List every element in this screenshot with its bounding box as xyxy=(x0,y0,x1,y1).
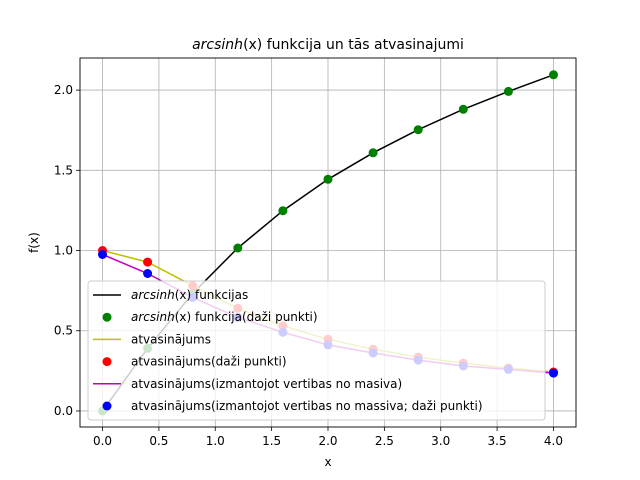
x-tick-label: 2.0 xyxy=(318,434,337,448)
legend-marker xyxy=(102,357,112,367)
data-point xyxy=(278,206,288,216)
ticks: 0.0 0.5 1.0 1.5 2.0 2.5 3.0 3.5 4.0 0.0 0.5 1.0 1.5 2… xyxy=(54,83,563,448)
y-tick-label: 1.5 xyxy=(54,163,73,177)
x-tick-label: 4.0 xyxy=(544,434,563,448)
legend-label-text: funkcija(daži punkti) xyxy=(191,310,317,324)
data-point xyxy=(413,125,423,135)
legend-marker xyxy=(102,312,112,322)
legend-item: arcsinh(x) funkcijas xyxy=(93,288,248,302)
data-point xyxy=(98,250,107,259)
legend-label-text: atvasinājums(daži punkti) xyxy=(131,355,287,369)
legend-label-text: atvasinājums xyxy=(131,332,211,346)
data-point xyxy=(233,243,243,253)
data-point xyxy=(503,86,513,96)
legend-label-text: atvasinājums(izmantojot vertibas no masi… xyxy=(131,377,402,391)
legend-item: atvasinājums(daži punkti) xyxy=(102,355,287,369)
legend-label-text: atvasinājums(izmantojot vertibas no mass… xyxy=(131,399,483,413)
x-tick-label: 3.0 xyxy=(431,434,450,448)
data-point xyxy=(549,368,558,378)
legend-marker xyxy=(102,401,112,411)
data-point xyxy=(143,257,153,267)
legend-label: atvasinājums(izmantojot vertibas no mass… xyxy=(131,399,483,413)
legend-label: atvasinājums xyxy=(131,332,211,346)
legend-label: atvasinājums(daži punkti) xyxy=(131,355,287,369)
y-tick-label: 0.5 xyxy=(54,324,73,338)
legend-box xyxy=(87,280,546,421)
y-axis-label: f(x) xyxy=(27,232,41,253)
x-axis-label: x xyxy=(324,455,331,469)
x-tick-label: 2.5 xyxy=(375,434,394,448)
x-tick-label: 1.5 xyxy=(262,434,281,448)
legend-label-arg: (x) xyxy=(175,310,191,324)
x-tick-label: 0.0 xyxy=(93,434,112,448)
legend-label-arg: (x) xyxy=(175,288,191,302)
data-point xyxy=(458,104,468,114)
legend-item: atvasinājums(izmantojot vertibas no mass… xyxy=(102,399,483,413)
title-rest: funkcija un tās atvasinajumi xyxy=(262,37,464,53)
legend-label-italic: arcsinh xyxy=(131,288,175,302)
legend-label: arcsinh(x) funkcijas xyxy=(131,288,248,302)
data-point xyxy=(143,269,153,278)
legend-item: atvasinājums(izmantojot vertibas no masi… xyxy=(93,377,402,391)
data-point xyxy=(368,148,378,158)
legend-label-text: funkcijas xyxy=(191,288,248,302)
y-tick-label: 0.0 xyxy=(54,404,73,418)
x-tick-label: 3.5 xyxy=(488,434,507,448)
x-tick-label: 1.0 xyxy=(206,434,225,448)
data-point xyxy=(549,70,558,80)
y-tick-label: 1.0 xyxy=(54,244,73,258)
data-point xyxy=(323,174,333,184)
legend-label-italic: arcsinh xyxy=(131,310,175,324)
legend-label: arcsinh(x) funkcija(daži punkti) xyxy=(131,310,318,324)
x-tick-label: 0.5 xyxy=(149,434,168,448)
title-italic: arcsinh xyxy=(192,37,243,53)
y-tick-label: 2.0 xyxy=(54,83,73,97)
legend-item: atvasinājums xyxy=(93,332,211,346)
title-italic-arg: (x) xyxy=(243,37,262,53)
chart-title: arcsinh(x) funkcija un tās atvasinajumi xyxy=(192,37,464,53)
legend-item: arcsinh(x) funkcija(daži punkti) xyxy=(102,310,318,324)
legend-label: atvasinājums(izmantojot vertibas no masi… xyxy=(131,377,402,391)
